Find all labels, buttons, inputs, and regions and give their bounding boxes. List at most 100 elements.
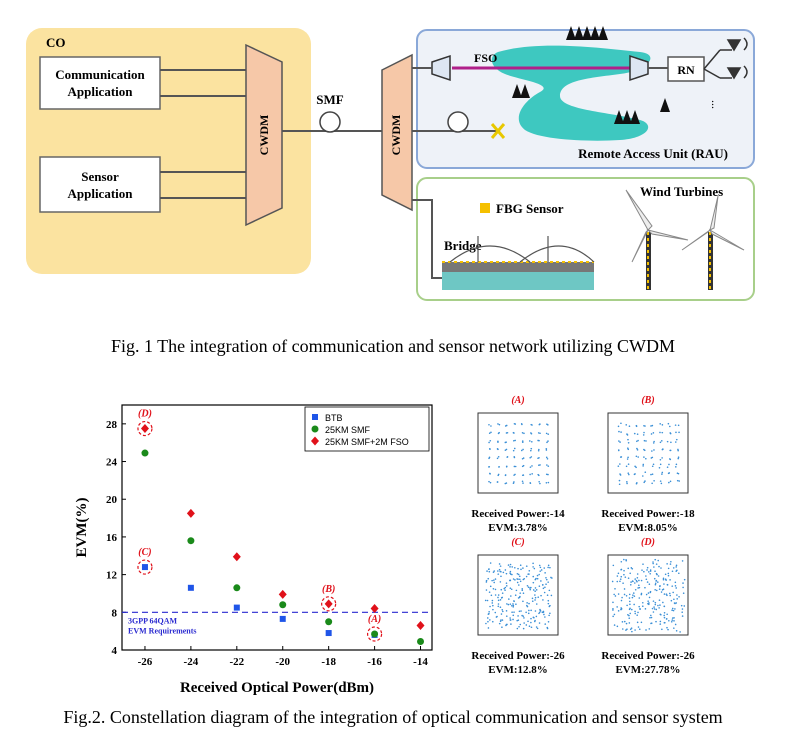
highlight-label-0: (D) <box>138 409 152 420</box>
constellation-3-dot <box>669 594 672 597</box>
constellation-2-dot <box>496 615 498 618</box>
constellation-3-dot <box>655 579 658 582</box>
constellation-3-dot <box>650 614 652 617</box>
constellation-3-dot <box>631 596 634 599</box>
constellation-1-dot <box>676 472 679 474</box>
constellation-3-dot <box>634 612 637 615</box>
constellation-3-dot <box>670 620 673 623</box>
bridge-label: Bridge <box>444 238 482 253</box>
constellation-0-dot <box>545 473 548 476</box>
constellation-2-dot <box>505 572 508 575</box>
constellation-2-dot <box>538 564 541 567</box>
constellation-2-dot <box>501 608 504 611</box>
constellation-2-dot <box>514 594 517 596</box>
plot-frame <box>121 404 433 651</box>
constellation-3-dot <box>649 616 651 619</box>
constellation-points-1 <box>617 422 681 486</box>
constellation-2-dot <box>499 570 502 573</box>
constellation-3-dot <box>627 577 630 579</box>
constellation-0-dot <box>529 440 531 442</box>
constellation-3-dot <box>664 578 667 580</box>
constellation-2-dot <box>494 594 497 596</box>
constellation-2-dot <box>498 568 501 571</box>
constellation-3-dot <box>645 575 647 577</box>
constellation-3-dot <box>645 629 647 631</box>
constellation-2-dot <box>522 578 525 581</box>
constellation-2-dot <box>501 619 504 621</box>
constellation-2-dot <box>487 620 489 623</box>
constellation-2-dot <box>532 566 534 568</box>
constellation-2-dot <box>549 566 551 569</box>
constellation-3-dot <box>678 572 680 575</box>
constellation-3-dot <box>674 581 677 584</box>
constellation-3-dot <box>646 569 648 571</box>
constellation-3-dot <box>633 603 635 606</box>
constellation-3-dot <box>617 610 620 612</box>
constellation-1-dot <box>670 441 672 444</box>
constellation-1-dot <box>677 456 680 459</box>
constellation-2-dot <box>519 592 522 594</box>
x-axis-label: Received Optical Power(dBm) <box>180 680 374 696</box>
constellation-1-dot <box>636 447 638 450</box>
constellation-1-dot <box>659 423 661 425</box>
constellation-0-dot <box>498 431 500 434</box>
constellation-3-dot <box>638 579 640 582</box>
constellation-3-dot <box>647 602 649 605</box>
constellation-2-dot <box>531 600 534 603</box>
constellation-0-dot <box>488 466 491 468</box>
highlight-label-3: (A) <box>368 614 381 625</box>
constellation-1-dot <box>650 457 653 459</box>
constellation-0-dot <box>545 432 548 435</box>
constellation-0-dot <box>489 439 492 442</box>
constellation-3-dot <box>681 615 684 617</box>
constellation-0-dot <box>522 482 524 484</box>
constellation-2-dot <box>546 594 549 597</box>
series-1-point-6 <box>417 638 425 646</box>
constellation-3-dot <box>620 599 623 602</box>
constellation-1-dot <box>677 448 679 451</box>
constellation-0-dot <box>513 456 516 459</box>
constellation-2-dot <box>510 623 512 625</box>
constellation-3-dot <box>674 602 676 605</box>
constellation-3-dot <box>681 560 684 562</box>
constellation-3-dot <box>657 559 660 562</box>
constellation-2-dot <box>489 605 491 608</box>
constellation-3-dot <box>623 593 626 596</box>
constellation-label-2: (C) <box>511 537 524 548</box>
constellation-2-dot <box>502 571 505 574</box>
constellation-0-dot <box>539 423 541 425</box>
constellation-2-dot <box>505 610 508 612</box>
constellation-2-dot <box>545 576 547 579</box>
constellation-0-dot <box>513 439 515 442</box>
constellation-1-dot <box>635 424 638 427</box>
constellation-2-dot <box>486 570 488 572</box>
constellation-2-dot <box>528 609 530 612</box>
constellation-2-dot <box>501 596 504 599</box>
constellation-2-dot <box>535 603 538 605</box>
constellation-1-dot <box>667 472 670 475</box>
constellation-0-dot <box>530 449 532 452</box>
constellation-3-dot <box>667 628 669 631</box>
constellation-2-dot <box>488 570 491 573</box>
constellation-3-dot <box>667 567 670 570</box>
constellation-2-dot <box>516 581 519 584</box>
constellation-2-dot <box>525 575 528 578</box>
constellation-2-dot <box>529 588 532 591</box>
constellation-1-dot <box>661 473 663 475</box>
constellation-3-dot <box>655 572 658 575</box>
constellation-1-dot <box>628 473 630 476</box>
y-axis-label: EVM(%) <box>74 498 90 558</box>
constellation-3-dot <box>648 583 651 586</box>
series-0-point-1 <box>187 584 194 591</box>
constellation-3-dot <box>673 598 675 601</box>
threshold-label-line2: EVM Requirements <box>128 626 197 635</box>
constellation-1-dot <box>617 449 620 452</box>
constellation-1-dot <box>650 433 653 435</box>
constellation-2-dot <box>548 589 551 592</box>
constellation-1-dot <box>618 440 620 442</box>
x-tick-label-6: -14 <box>413 656 428 668</box>
constellation-3-dot <box>650 616 653 619</box>
constellation-2-dot <box>522 600 524 603</box>
series-1-point-0 <box>141 449 149 457</box>
constellation-2-dot <box>497 596 499 599</box>
